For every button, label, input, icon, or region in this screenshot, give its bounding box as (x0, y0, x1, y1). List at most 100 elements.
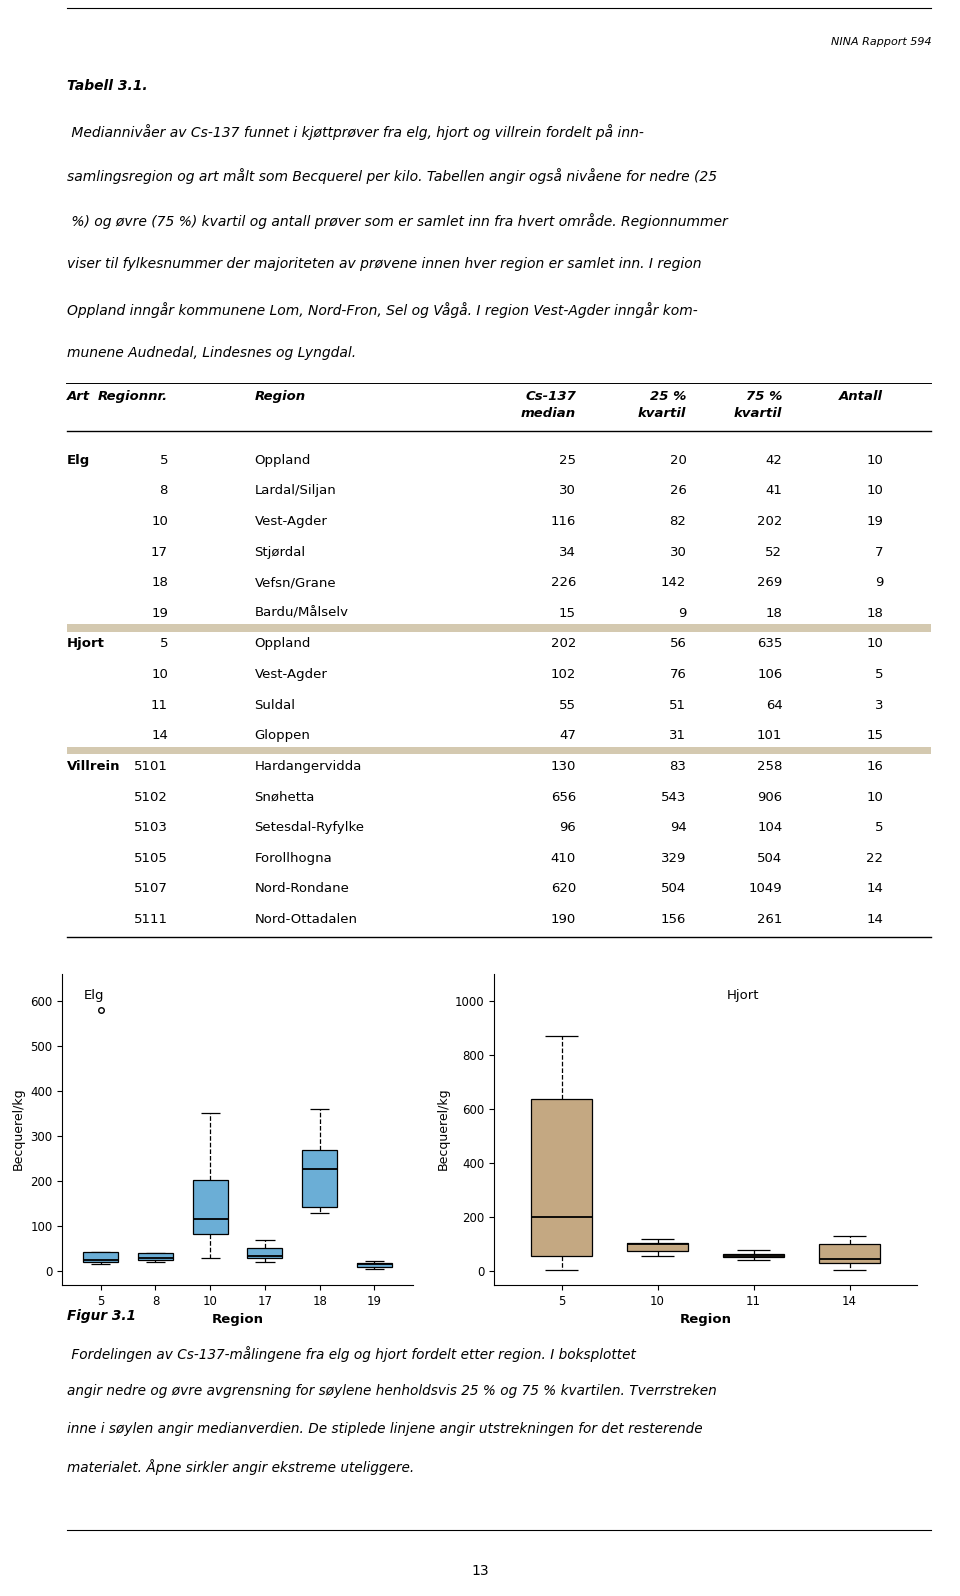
Text: Antall: Antall (839, 391, 883, 404)
Text: 5: 5 (875, 669, 883, 681)
Text: 620: 620 (551, 883, 576, 895)
Text: 10: 10 (151, 669, 168, 681)
Text: samlingsregion og art målt som Becquerel per kilo. Tabellen angir også nivåene f: samlingsregion og art målt som Becquerel… (67, 168, 717, 184)
Text: Figur 3.1: Figur 3.1 (67, 1309, 136, 1323)
FancyBboxPatch shape (84, 1253, 118, 1262)
Text: Gloppen: Gloppen (254, 729, 310, 742)
Text: 116: 116 (551, 516, 576, 528)
Text: 10: 10 (866, 790, 883, 804)
Text: 8: 8 (159, 484, 168, 498)
Text: Tabell 3.1.: Tabell 3.1. (67, 80, 148, 94)
Text: 64: 64 (766, 699, 782, 712)
Text: 3: 3 (875, 699, 883, 712)
Text: 5102: 5102 (134, 790, 168, 804)
Text: 7: 7 (875, 546, 883, 559)
Text: kvartil: kvartil (734, 407, 782, 420)
Text: Oppland: Oppland (254, 637, 311, 651)
Text: Regionnr.: Regionnr. (98, 391, 168, 404)
Text: 5105: 5105 (134, 852, 168, 865)
Text: 83: 83 (669, 760, 686, 772)
FancyBboxPatch shape (248, 1248, 282, 1258)
Text: Region: Region (254, 391, 305, 404)
Text: 142: 142 (661, 576, 686, 589)
Text: 9: 9 (875, 576, 883, 589)
Text: Oppland: Oppland (254, 453, 311, 466)
Text: 5101: 5101 (134, 760, 168, 772)
Text: munene Audnedal, Lindesnes og Lyngdal.: munene Audnedal, Lindesnes og Lyngdal. (67, 346, 356, 361)
Text: Mediannivåer av Cs-137 funnet i kjøttprøver fra elg, hjort og villrein fordelt p: Mediannivåer av Cs-137 funnet i kjøttprø… (67, 124, 644, 140)
Text: 51: 51 (669, 699, 686, 712)
Text: 101: 101 (757, 729, 782, 742)
Text: 226: 226 (551, 576, 576, 589)
Text: %) og øvre (75 %) kvartil og antall prøver som er samlet inn fra hvert område. R: %) og øvre (75 %) kvartil og antall prøv… (67, 212, 728, 228)
Text: Nord-Rondane: Nord-Rondane (254, 883, 349, 895)
Text: 5111: 5111 (134, 913, 168, 926)
Text: Vest-Agder: Vest-Agder (254, 669, 327, 681)
Text: 26: 26 (669, 484, 686, 498)
Text: 5107: 5107 (134, 883, 168, 895)
Text: Hjort: Hjort (67, 637, 105, 651)
Text: NINA Rapport 594: NINA Rapport 594 (830, 37, 931, 48)
FancyBboxPatch shape (819, 1243, 880, 1262)
Text: 14: 14 (151, 729, 168, 742)
Text: 30: 30 (669, 546, 686, 559)
Text: 14: 14 (866, 913, 883, 926)
FancyBboxPatch shape (723, 1254, 784, 1258)
Text: 11: 11 (151, 699, 168, 712)
Text: 16: 16 (866, 760, 883, 772)
Y-axis label: Becquerel/kg: Becquerel/kg (437, 1088, 449, 1170)
FancyBboxPatch shape (67, 624, 931, 632)
Text: 258: 258 (757, 760, 782, 772)
Text: 18: 18 (866, 606, 883, 619)
Text: materialet. Åpne sirkler angir ekstreme uteliggere.: materialet. Åpne sirkler angir ekstreme … (67, 1459, 415, 1475)
Text: 94: 94 (670, 822, 686, 835)
Text: Forollhogna: Forollhogna (254, 852, 332, 865)
Text: 269: 269 (757, 576, 782, 589)
Text: Cs-137: Cs-137 (525, 391, 576, 404)
Text: Elg: Elg (67, 453, 90, 466)
Text: 55: 55 (559, 699, 576, 712)
Text: Stjørdal: Stjørdal (254, 546, 305, 559)
Text: 25 %: 25 % (650, 391, 686, 404)
Text: 5: 5 (159, 637, 168, 651)
Text: 19: 19 (866, 516, 883, 528)
Text: 106: 106 (757, 669, 782, 681)
Text: 656: 656 (551, 790, 576, 804)
Text: Lardal/Siljan: Lardal/Siljan (254, 484, 336, 498)
Text: 504: 504 (757, 852, 782, 865)
Text: Setesdal-Ryfylke: Setesdal-Ryfylke (254, 822, 365, 835)
Text: Snøhetta: Snøhetta (254, 790, 315, 804)
Text: 906: 906 (757, 790, 782, 804)
Text: 76: 76 (669, 669, 686, 681)
FancyBboxPatch shape (531, 1100, 592, 1256)
Text: 130: 130 (551, 760, 576, 772)
Text: median: median (521, 407, 576, 420)
Text: 10: 10 (151, 516, 168, 528)
FancyBboxPatch shape (67, 747, 931, 755)
Text: 102: 102 (551, 669, 576, 681)
Text: angir nedre og øvre avgrensning for søylene henholdsvis 25 % og 75 % kvartilen. : angir nedre og øvre avgrensning for søyl… (67, 1384, 717, 1398)
Text: 18: 18 (765, 606, 782, 619)
Text: 31: 31 (669, 729, 686, 742)
Text: 30: 30 (559, 484, 576, 498)
Text: Elg: Elg (84, 990, 104, 1002)
Text: 25: 25 (559, 453, 576, 466)
Text: 190: 190 (551, 913, 576, 926)
Text: 5: 5 (875, 822, 883, 835)
X-axis label: Region: Region (211, 1314, 264, 1326)
FancyBboxPatch shape (627, 1243, 688, 1251)
Text: 202: 202 (551, 637, 576, 651)
Text: 41: 41 (765, 484, 782, 498)
Text: kvartil: kvartil (638, 407, 686, 420)
Text: 42: 42 (765, 453, 782, 466)
Text: Vefsn/Grane: Vefsn/Grane (254, 576, 336, 589)
Text: 202: 202 (757, 516, 782, 528)
FancyBboxPatch shape (302, 1149, 337, 1207)
Text: 10: 10 (866, 453, 883, 466)
Text: viser til fylkesnummer der majoriteten av prøvene innen hver region er samlet in: viser til fylkesnummer der majoriteten a… (67, 257, 702, 271)
Text: 10: 10 (866, 637, 883, 651)
Text: Hardangervidda: Hardangervidda (254, 760, 362, 772)
FancyBboxPatch shape (138, 1253, 173, 1259)
Text: 96: 96 (560, 822, 576, 835)
Text: 15: 15 (866, 729, 883, 742)
